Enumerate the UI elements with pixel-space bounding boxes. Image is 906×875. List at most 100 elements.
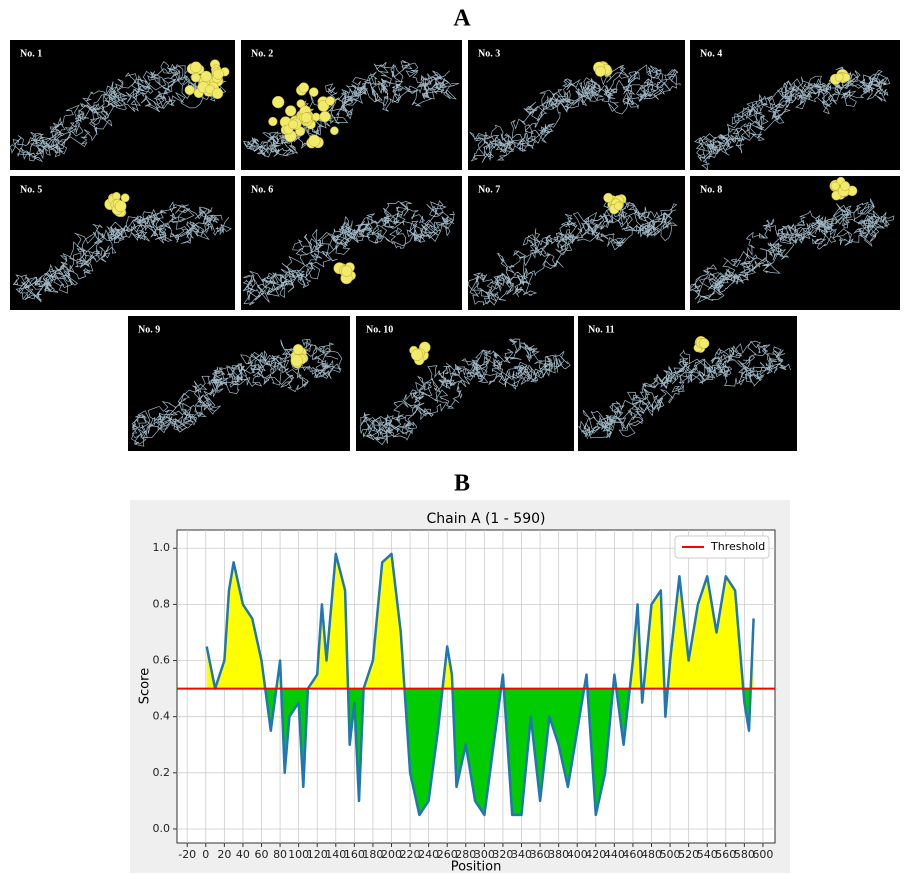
backbone-trace — [363, 354, 565, 440]
image-label: No. 5 — [20, 184, 42, 195]
x-tick-label: 100 — [288, 848, 309, 861]
x-tick-label: 280 — [455, 848, 476, 861]
backbone-trace — [20, 207, 218, 303]
image-label: No. 4 — [700, 48, 722, 59]
x-tick-label: 220 — [400, 848, 421, 861]
y-tick-label: 0.0 — [153, 822, 171, 835]
image-label: No. 8 — [700, 184, 722, 195]
ligand-atom — [410, 348, 424, 362]
area-below — [265, 688, 751, 815]
structure-image — [468, 40, 685, 170]
protein-backbone — [242, 59, 460, 158]
backbone-trace — [359, 350, 571, 446]
backbone-trace — [582, 340, 786, 438]
x-tick-label: 180 — [362, 848, 383, 861]
x-axis-label: Position — [451, 860, 502, 875]
protein-backbone — [12, 191, 232, 303]
ligand-atom — [341, 265, 353, 277]
ligand-atom — [840, 181, 850, 191]
backbone-trace — [469, 203, 678, 306]
structure-image — [578, 316, 797, 451]
x-tick-label: -20 — [178, 848, 196, 861]
legend-label: Threshold — [710, 540, 765, 553]
x-tick-label: 340 — [511, 848, 532, 861]
protein-backbone — [131, 338, 343, 447]
protein-backbone — [242, 200, 455, 306]
ligand-atom — [698, 338, 710, 349]
backbone-trace — [578, 354, 784, 440]
protein-backbone — [359, 338, 571, 446]
x-tick-label: 60 — [255, 848, 269, 861]
y-tick-label: 0.6 — [153, 654, 171, 667]
ligand-atom — [190, 61, 202, 74]
protein-backbone — [578, 336, 791, 440]
x-tick-label: 440 — [604, 848, 625, 861]
structure-image — [690, 40, 900, 170]
x-tick-label: 20 — [217, 848, 231, 861]
ligand-atom — [614, 201, 624, 211]
structure-image — [128, 316, 350, 451]
ligand-atom — [285, 105, 297, 117]
score-line — [205, 552, 755, 817]
ligand-atom — [288, 119, 299, 130]
x-tick-label: 300 — [474, 848, 495, 861]
image-label: No. 11 — [588, 324, 615, 335]
structure-image — [690, 176, 900, 310]
image-label: No. 9 — [138, 324, 160, 335]
ligand-atom — [330, 126, 339, 136]
backbone-trace — [694, 76, 887, 159]
backbone-trace — [10, 71, 220, 160]
x-tick-label: 520 — [678, 848, 699, 861]
ligand-atom — [268, 116, 278, 127]
ligand-atom — [603, 192, 614, 203]
ligand-atom — [290, 354, 303, 367]
image-label: No. 10 — [366, 324, 393, 335]
x-tick-label: 200 — [381, 848, 402, 861]
ligand-atom — [212, 68, 224, 80]
ligand-atom — [184, 85, 195, 96]
x-tick-label: 540 — [697, 848, 718, 861]
protein-backbone — [468, 192, 678, 306]
backbone-trace — [360, 338, 569, 435]
x-tick-label: 320 — [492, 848, 513, 861]
x-tick-label: 40 — [236, 848, 250, 861]
backbone-trace — [131, 350, 343, 447]
backbone-trace — [470, 71, 676, 162]
x-tick-label: 260 — [437, 848, 458, 861]
ligand-atom — [200, 70, 212, 83]
x-tick-label: 500 — [660, 848, 681, 861]
x-tick-label: 400 — [567, 848, 588, 861]
structure-image — [468, 176, 685, 310]
protein-backbone — [10, 59, 230, 163]
ligand-atom — [300, 112, 312, 124]
x-tick-label: 140 — [325, 848, 346, 861]
backbone-trace — [697, 77, 889, 170]
x-tick-label: 160 — [344, 848, 365, 861]
x-tick-label: 120 — [307, 848, 328, 861]
ligand-atom — [830, 181, 840, 191]
ligand-atom — [292, 344, 304, 355]
ligand-atom — [834, 72, 844, 82]
backbone-trace — [242, 211, 455, 301]
x-tick-label: 80 — [273, 848, 287, 861]
x-tick-label: 600 — [752, 848, 773, 861]
x-tick-label: 460 — [622, 848, 643, 861]
panel-label: A — [453, 6, 471, 32]
image-label: No. 6 — [251, 184, 273, 195]
backbone-trace — [244, 200, 453, 295]
ligand-atom — [272, 95, 285, 109]
y-tick-label: 1.0 — [153, 541, 171, 554]
y-tick-label: 0.8 — [153, 597, 171, 610]
x-tick-label: 380 — [548, 848, 569, 861]
x-tick-label: 580 — [734, 848, 755, 861]
ligand-atom — [308, 87, 319, 97]
ligand-atom — [120, 193, 130, 203]
ligand-atom — [114, 200, 127, 213]
image-label: No. 1 — [20, 48, 42, 59]
ligand-atom — [211, 87, 224, 100]
backbone-trace — [690, 215, 888, 300]
image-label: No. 7 — [478, 184, 500, 195]
ligand-atom — [311, 112, 321, 122]
backbone-trace — [134, 338, 335, 434]
